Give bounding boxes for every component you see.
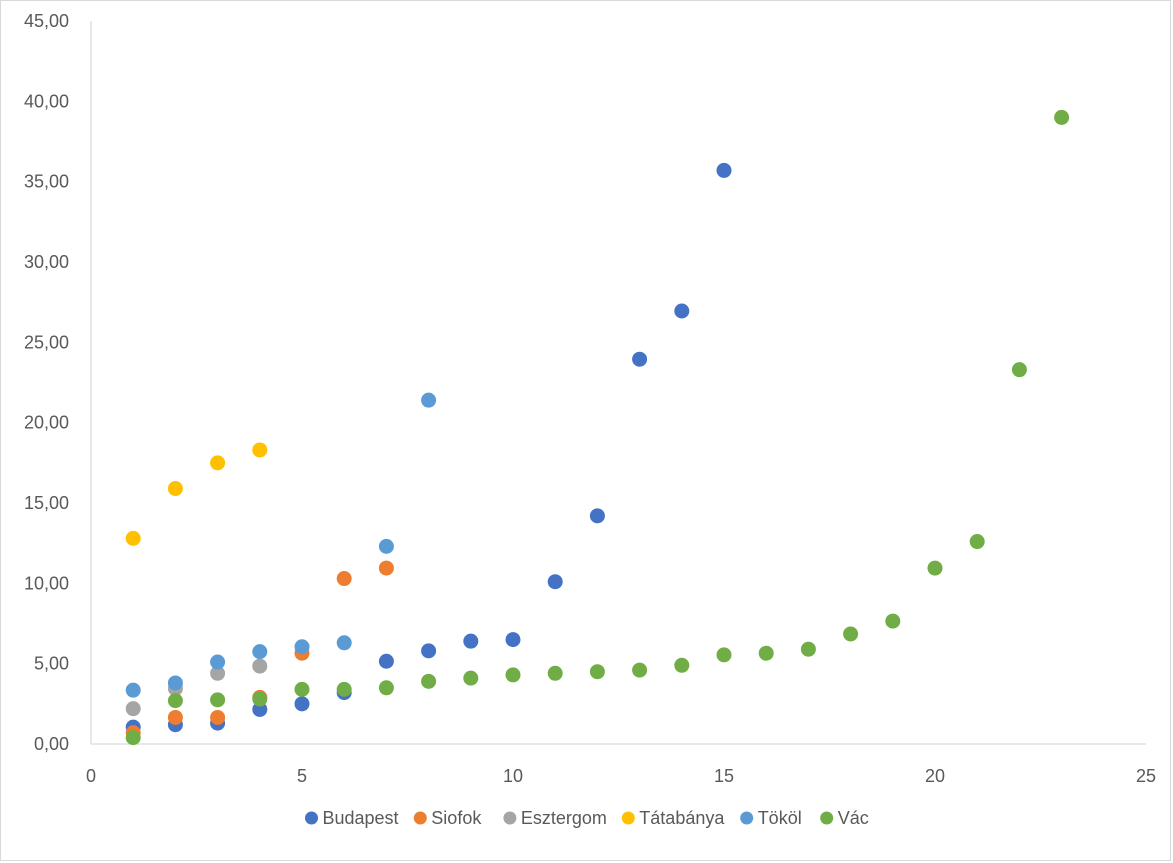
y-tick-label: 40,00 bbox=[24, 91, 69, 111]
legend-label: Siofok bbox=[431, 808, 482, 828]
data-point-vac bbox=[252, 691, 268, 707]
data-point-tokol bbox=[125, 682, 141, 698]
x-tick-label: 20 bbox=[925, 766, 945, 786]
data-point-vac bbox=[421, 673, 437, 689]
data-point-siofok bbox=[167, 709, 183, 725]
data-point-vac bbox=[674, 657, 690, 673]
data-point-vac bbox=[716, 647, 732, 663]
data-point-vac bbox=[632, 662, 648, 678]
legend-item-esztergom: Esztergom bbox=[503, 808, 607, 828]
data-point-tatabanya bbox=[252, 442, 268, 458]
legend-label: Tököl bbox=[758, 808, 802, 828]
data-point-vac bbox=[336, 681, 352, 697]
y-tick-label: 5,00 bbox=[34, 654, 69, 674]
x-tick-label: 25 bbox=[1136, 766, 1156, 786]
legend-marker bbox=[740, 811, 754, 825]
data-point-vac bbox=[294, 681, 310, 697]
data-point-vac bbox=[758, 645, 774, 661]
data-point-tatabanya bbox=[125, 530, 141, 546]
data-point-vac bbox=[589, 664, 605, 680]
series-budapest bbox=[125, 162, 732, 735]
data-point-budapest bbox=[378, 653, 394, 669]
y-axis-tick-labels: 0,00 5,00 10,00 15,00 20,00 25,00 30,00 35,00 40… bbox=[24, 11, 69, 754]
data-point-budapest bbox=[505, 632, 521, 648]
y-tick-label: 15,00 bbox=[24, 493, 69, 513]
data-point-budapest bbox=[463, 633, 479, 649]
data-point-tokol bbox=[378, 538, 394, 554]
data-point-vac bbox=[378, 680, 394, 696]
legend-marker bbox=[305, 811, 318, 825]
x-tick-label: 15 bbox=[714, 766, 734, 786]
legend-marker bbox=[413, 811, 427, 825]
y-tick-label: 25,00 bbox=[24, 332, 69, 352]
data-point-tatabanya bbox=[167, 481, 183, 497]
data-point-budapest bbox=[716, 162, 732, 178]
data-point-vac bbox=[1054, 109, 1070, 125]
data-point-esztergom bbox=[125, 701, 141, 717]
legend: Budapest Siofok Esztergom Tátabánya Tököl Vác bbox=[305, 808, 869, 828]
legend-item-budapest: Budapest bbox=[305, 808, 399, 828]
legend-marker bbox=[503, 811, 517, 825]
data-point-siofok bbox=[378, 560, 394, 576]
data-point-tokol bbox=[167, 675, 183, 691]
legend-label: Esztergom bbox=[521, 808, 607, 828]
legend-marker bbox=[820, 811, 834, 825]
data-point-budapest bbox=[294, 696, 310, 712]
y-tick-label: 30,00 bbox=[24, 252, 69, 272]
data-point-vac bbox=[927, 560, 943, 576]
series-vac bbox=[125, 109, 1070, 746]
data-point-vac bbox=[800, 641, 816, 657]
y-tick-label: 20,00 bbox=[24, 413, 69, 433]
data-point-tokol bbox=[421, 392, 437, 408]
data-point-vac bbox=[1011, 362, 1027, 378]
data-point-vac bbox=[969, 534, 985, 550]
data-point-esztergom bbox=[210, 665, 226, 681]
data-point-vac bbox=[885, 613, 901, 629]
legend-label: Vác bbox=[838, 808, 869, 828]
y-tick-label: 45,00 bbox=[24, 11, 69, 31]
data-point-budapest bbox=[421, 643, 437, 659]
y-tick-label: 10,00 bbox=[24, 573, 69, 593]
series-tokol bbox=[125, 392, 437, 698]
legend-marker bbox=[621, 811, 635, 825]
data-point-budapest bbox=[674, 303, 690, 319]
data-point-siofok bbox=[336, 571, 352, 587]
y-tick-label: 35,00 bbox=[24, 172, 69, 192]
series-tatabanya bbox=[125, 442, 268, 546]
data-point-vac bbox=[125, 730, 141, 746]
legend-item-siofok: Siofok bbox=[413, 808, 482, 828]
data-point-tatabanya bbox=[210, 455, 226, 471]
data-point-budapest bbox=[547, 574, 563, 590]
data-point-siofok bbox=[210, 709, 226, 725]
data-point-tokol bbox=[210, 654, 226, 670]
data-point-tokol bbox=[294, 639, 310, 655]
data-point-budapest bbox=[589, 508, 605, 524]
data-point-vac bbox=[463, 670, 479, 686]
data-point-vac bbox=[547, 665, 563, 681]
data-point-vac bbox=[167, 693, 183, 709]
data-point-vac bbox=[505, 667, 521, 683]
axes bbox=[90, 21, 1146, 745]
legend-label: Tátabánya bbox=[639, 808, 725, 828]
legend-item-tokol: Tököl bbox=[740, 808, 802, 828]
data-points bbox=[125, 109, 1070, 746]
data-point-tokol bbox=[336, 635, 352, 651]
data-point-vac bbox=[843, 626, 859, 642]
data-point-vac bbox=[210, 692, 226, 708]
x-tick-label: 5 bbox=[297, 766, 307, 786]
data-point-tokol bbox=[252, 644, 268, 660]
y-tick-label: 0,00 bbox=[34, 734, 69, 754]
data-point-budapest bbox=[252, 701, 268, 717]
data-point-budapest bbox=[632, 351, 648, 367]
x-tick-label: 10 bbox=[503, 766, 523, 786]
x-axis-tick-labels: 0 5 10 15 20 25 bbox=[86, 766, 1156, 786]
series-esztergom bbox=[125, 658, 268, 717]
legend-item-vac: Vác bbox=[820, 808, 869, 828]
legend-label: Budapest bbox=[323, 808, 399, 828]
legend-item-tatabanya: Tátabánya bbox=[621, 808, 725, 828]
data-point-esztergom bbox=[252, 658, 268, 674]
x-tick-label: 0 bbox=[86, 766, 96, 786]
